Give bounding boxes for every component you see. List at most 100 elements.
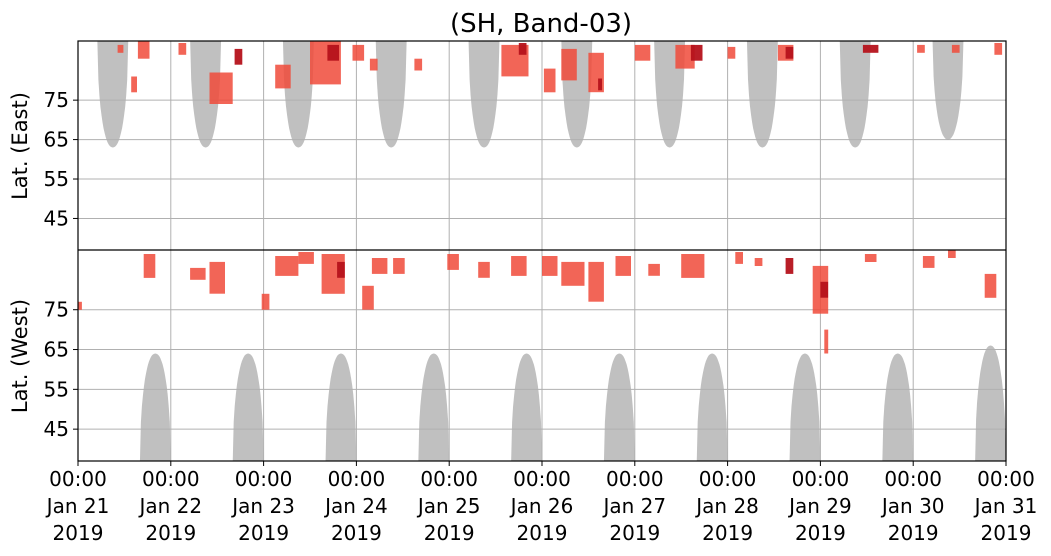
x-tick-label-line: 00:00	[235, 467, 293, 491]
coverage-lobe-east-9	[839, 41, 871, 148]
echo-cluster	[634, 44, 651, 61]
echo-cluster	[864, 254, 877, 262]
y-tick-label-west: 45	[44, 417, 69, 441]
echo-cluster	[78, 301, 82, 310]
echo-cluster	[994, 43, 1003, 55]
echo-cluster	[615, 256, 631, 276]
x-tick-label-line: Jan 29	[787, 494, 852, 518]
x-tick-label: 00:00 Jan 21 2019	[45, 467, 110, 545]
echo-cluster	[820, 281, 829, 298]
echo-cluster	[754, 258, 763, 266]
echo-cluster	[690, 44, 703, 61]
x-tick-label-line: 00:00	[513, 467, 571, 491]
x-tick-label-line: 2019	[702, 521, 753, 545]
echo-cluster	[542, 256, 558, 276]
y-tick-label-west: 55	[44, 377, 69, 401]
echo-cluster	[275, 256, 299, 276]
x-tick-label: 00:00 Jan 30 2019	[880, 467, 945, 545]
echo-cluster	[727, 46, 736, 59]
echo-cluster	[951, 44, 960, 53]
echo-cluster	[143, 254, 156, 278]
echo-cluster	[414, 58, 423, 71]
x-tick-label-line: 00:00	[977, 467, 1035, 491]
echo-cluster	[785, 258, 794, 274]
y-tick-label-east: 45	[44, 206, 69, 230]
echo-cluster	[275, 64, 291, 89]
y-axis-label-west: Lat. (West)	[8, 299, 32, 413]
coverage-lobe-west-8	[789, 353, 821, 461]
echo-cluster	[518, 43, 527, 55]
x-tick-label: 00:00 Jan 24 2019	[323, 467, 388, 545]
y-tick-label-west: 75	[44, 298, 69, 322]
coverage-lobe-east-5	[468, 41, 500, 148]
x-tick-label-line: 2019	[888, 521, 939, 545]
coverage-lobe-east-10	[932, 41, 964, 140]
echo-cluster	[190, 267, 206, 280]
x-tick-label-line: 00:00	[884, 467, 942, 491]
echo-cluster	[327, 44, 339, 61]
coverage-lobe-east-1	[97, 41, 129, 148]
x-tick-label-line: Jan 28	[694, 494, 759, 518]
x-tick-label: 00:00 Jan 28 2019	[694, 467, 759, 545]
echo-cluster	[117, 44, 124, 53]
echo-cluster	[561, 261, 585, 286]
coverage-lobe-west-1	[139, 353, 171, 461]
coverage-lobe-west-6	[603, 353, 635, 461]
echo-cluster	[948, 250, 956, 258]
echo-cluster	[393, 258, 405, 274]
echo-cluster	[922, 256, 935, 268]
echo-cluster	[298, 252, 314, 264]
x-tick-label-line: 2019	[53, 521, 104, 545]
echo-cluster	[209, 261, 225, 294]
y-tick-label-east: 65	[44, 128, 69, 152]
echo-cluster	[371, 258, 388, 274]
coverage-lobe-west-9	[882, 353, 914, 461]
y-tick-layer: 45 55 65 75 75 65 55 45	[44, 88, 78, 441]
x-tick-label-line: 00:00	[142, 467, 200, 491]
x-tick-label: 00:00 Jan 23 2019	[230, 467, 295, 545]
coverage-lobe-west-5	[511, 353, 542, 461]
x-tick-label-line: Jan 21	[45, 494, 110, 518]
echo-cluster	[234, 48, 243, 65]
x-tick-label: 00:00 Jan 22 2019	[137, 467, 202, 545]
echo-cluster	[862, 44, 879, 53]
x-tick-label-line: 2019	[517, 521, 568, 545]
x-tick-label-line: Jan 24	[323, 494, 388, 518]
x-tick-label-line: 2019	[609, 521, 660, 545]
echo-cluster	[478, 261, 490, 278]
coverage-lobe-west-10	[975, 345, 1006, 461]
echo-cluster	[447, 254, 459, 270]
y-tick-label-west: 65	[44, 338, 69, 362]
x-tick-label-line: 2019	[238, 521, 289, 545]
x-tick-label-line: Jan 30	[880, 494, 945, 518]
echo-cluster	[735, 252, 743, 264]
x-tick-label-line: 2019	[981, 521, 1032, 545]
echo-cluster	[352, 44, 365, 61]
x-tick-label-line: 2019	[795, 521, 846, 545]
x-tick-label-line: 00:00	[420, 467, 478, 491]
x-tick-label-line: 2019	[424, 521, 475, 545]
y-tick-label-east: 55	[44, 167, 69, 191]
x-tick-label-line: 2019	[331, 521, 382, 545]
x-tick-label-line: Jan 25	[416, 494, 481, 518]
x-tick-layer: 00:00 Jan 21 2019 00:00 Jan 22 2019 00:00 Jan 2…	[45, 461, 1037, 545]
x-tick-label: 00:00 Jan 29 2019	[787, 467, 852, 545]
x-tick-label-line: Jan 22	[137, 494, 202, 518]
echo-cluster	[917, 44, 925, 53]
x-tick-label-line: 00:00	[699, 467, 757, 491]
x-tick-label-line: 00:00	[328, 467, 386, 491]
echo-cluster	[337, 261, 345, 278]
coverage-lobe-east-4	[375, 41, 407, 148]
x-tick-label-line: Jan 26	[509, 494, 574, 518]
x-tick-label: 00:00 Jan 26 2019	[509, 467, 574, 545]
echo-cluster	[675, 44, 695, 69]
echo-cluster	[209, 72, 233, 104]
coverage-layer	[97, 41, 1006, 461]
coverage-lobe-east-3	[282, 41, 314, 148]
x-tick-label: 00:00 Jan 25 2019	[416, 467, 481, 545]
echo-cluster	[131, 76, 137, 93]
echo-cluster	[824, 329, 829, 354]
echo-cluster	[137, 41, 150, 59]
echo-cluster	[588, 261, 604, 302]
